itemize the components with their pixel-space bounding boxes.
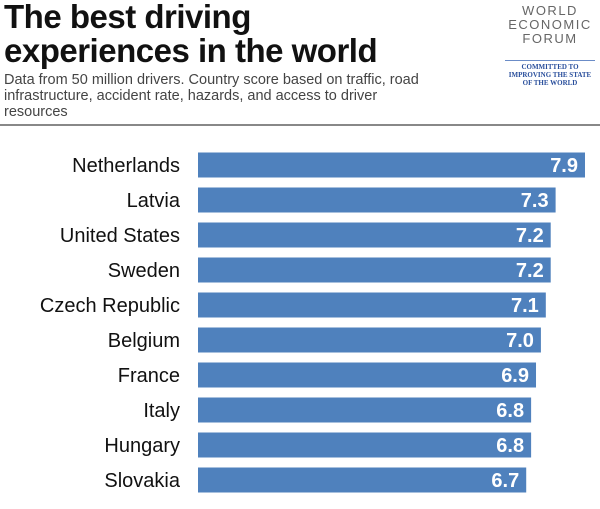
value-label: 7.9 [550,155,578,177]
logo-tagline: COMMITTED TO IMPROVING THE STATE OF THE … [505,60,595,87]
value-label: 6.7 [491,470,519,492]
category-label: Sweden [108,260,180,282]
category-label: France [118,365,180,387]
bar [198,467,527,493]
header-divider [0,124,600,126]
category-label: Czech Republic [40,295,180,317]
bar [198,397,532,423]
value-label: 6.9 [501,365,529,387]
title-line-2: experiences in the world [4,32,378,69]
value-label: 7.2 [516,260,544,282]
category-label: Belgium [108,330,180,352]
bar [198,222,551,248]
logo-text: WORLD [522,3,578,18]
value-label: 7.1 [511,295,539,317]
chart-subtitle: Data from 50 million drivers. Country sc… [4,72,419,120]
bar [198,327,541,353]
category-label: United States [60,225,180,247]
bar [198,432,532,458]
value-label: 7.0 [506,330,534,352]
bar [198,292,546,318]
category-label: Latvia [127,190,181,212]
category-label: Slovakia [104,470,180,492]
chart-title: The best driving experiences in the world [4,0,378,69]
bar [198,187,556,213]
logo-text: FORUM [522,31,578,46]
logo-text: ECONOMIC [508,17,592,32]
bar [198,152,585,178]
category-label: Italy [143,400,180,422]
wef-logo: WORLD ECONOMIC FORUM COMMITTED TO IMPROV… [505,4,595,87]
value-label: 6.8 [496,435,524,457]
bar [198,362,537,388]
value-label: 7.3 [521,190,549,212]
category-label: Netherlands [72,155,180,177]
bar [198,257,551,283]
title-line-1: The best driving [4,0,251,35]
value-label: 6.8 [496,400,524,422]
value-label: 7.2 [516,225,544,247]
category-label: Hungary [104,435,180,457]
